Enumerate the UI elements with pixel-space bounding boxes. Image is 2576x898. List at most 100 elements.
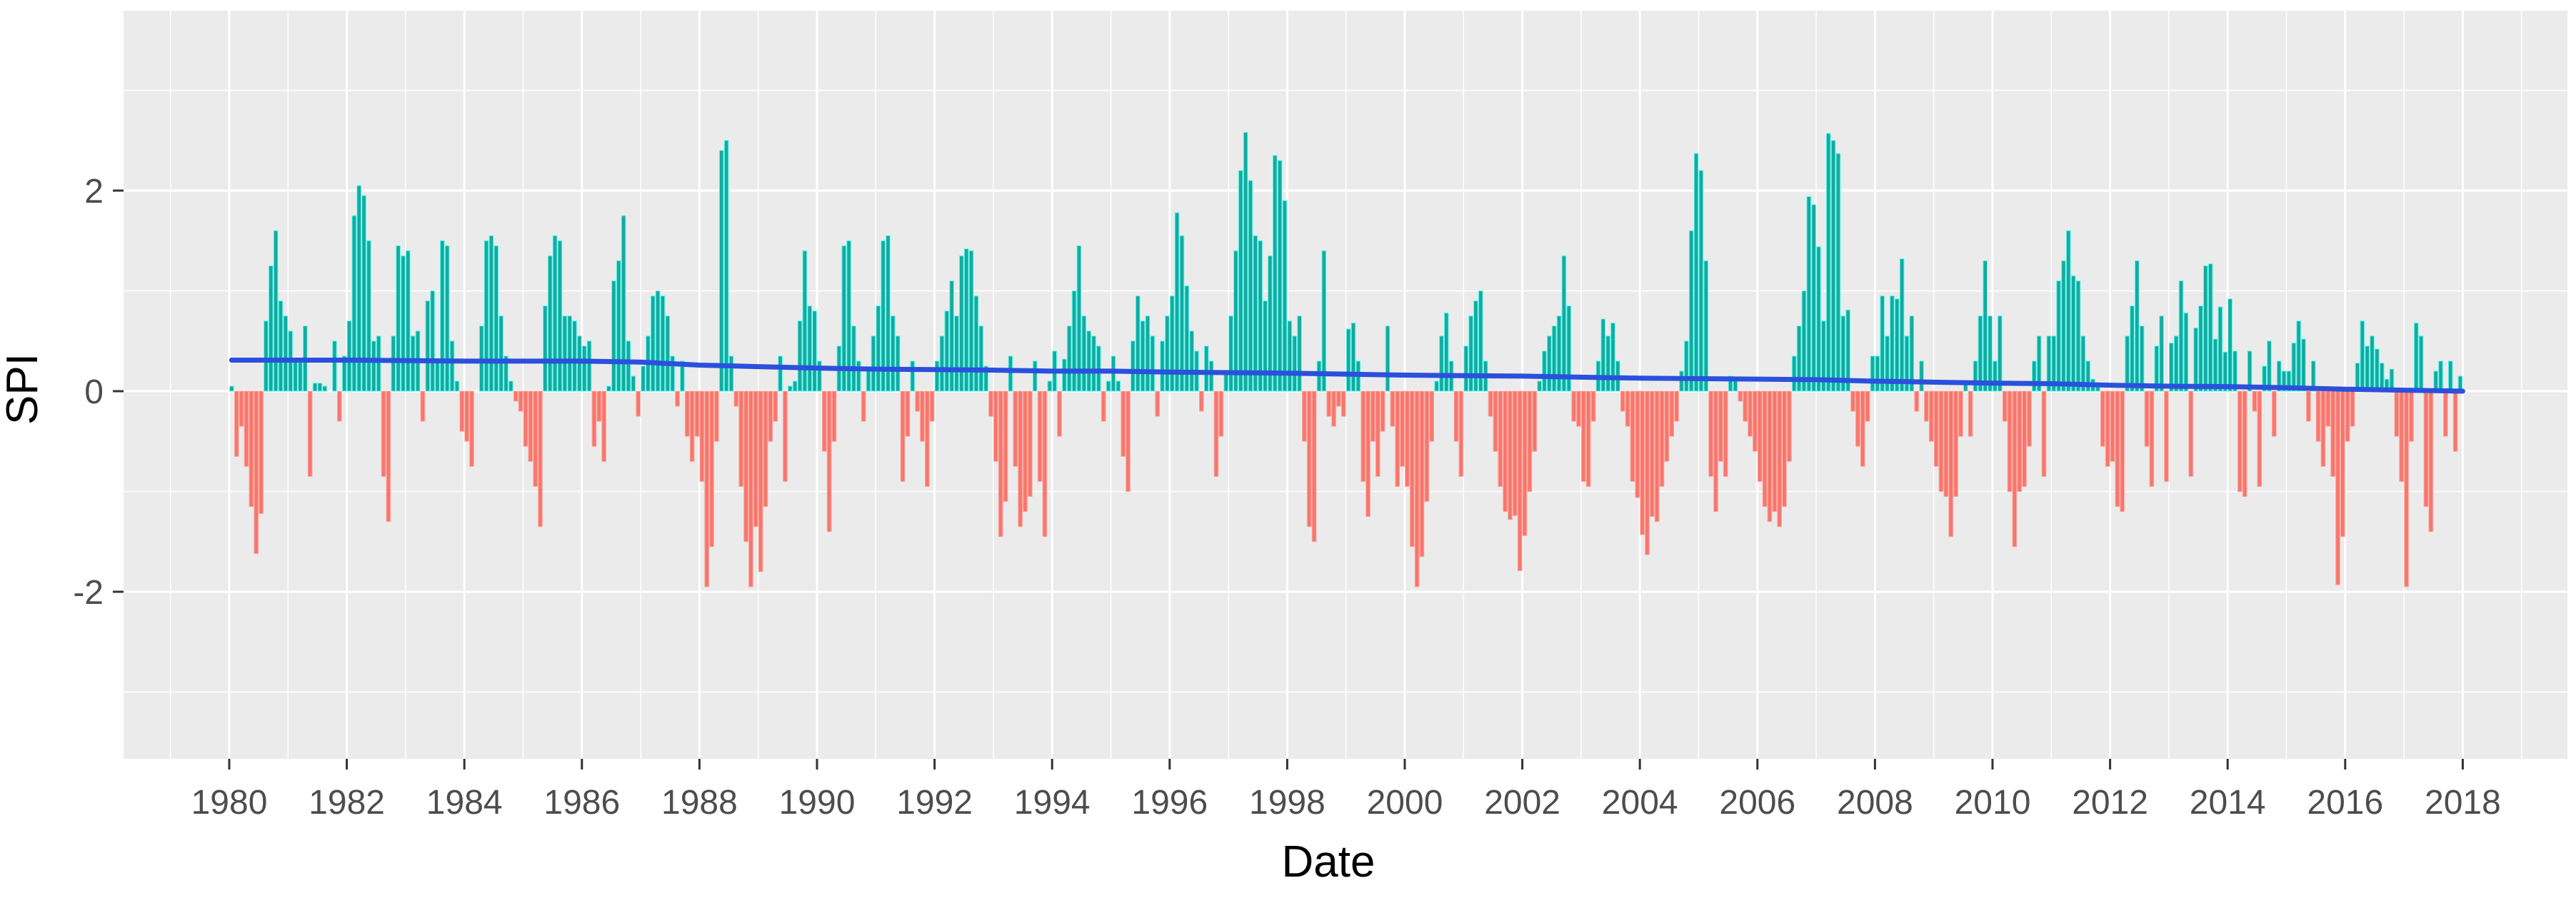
spi-bar — [1131, 340, 1136, 392]
spi-bar — [821, 390, 827, 452]
spi-bar — [738, 390, 743, 487]
spi-bar — [293, 360, 298, 392]
spi-bar — [1091, 336, 1096, 392]
spi-bar — [2365, 345, 2370, 392]
spi-bar — [503, 355, 508, 392]
spi-bar — [1081, 316, 1087, 392]
spi-bar — [322, 385, 328, 392]
spi-bar — [2135, 260, 2140, 392]
spi-bar — [787, 385, 793, 392]
spi-bar — [1561, 255, 1567, 392]
spi-bar — [1830, 140, 1836, 392]
spi-bar — [2340, 390, 2345, 538]
spi-bar — [2198, 306, 2203, 392]
spi-bar — [2375, 348, 2380, 392]
spi-bar — [2242, 390, 2247, 498]
spi-bar — [1336, 390, 1341, 407]
spi-bar — [1414, 390, 1420, 587]
spi-bar — [1801, 291, 1807, 392]
y-tick-label: 0 — [84, 373, 104, 411]
spi-bar — [1860, 390, 1865, 467]
spi-bar — [718, 150, 724, 392]
spi-bar — [856, 360, 861, 392]
spi-bar — [2301, 338, 2306, 392]
spi-bar — [876, 306, 881, 392]
spi-bar — [1693, 153, 1699, 392]
spi-bar — [723, 140, 729, 392]
spi-bar — [1468, 316, 1473, 392]
spi-bar — [2267, 340, 2272, 392]
spi-bar — [1875, 355, 1880, 392]
spi-bar — [1419, 390, 1425, 558]
spi-bar — [2105, 390, 2110, 467]
spi-bar — [234, 390, 239, 457]
spi-bar — [2315, 390, 2321, 442]
spi-bar — [572, 321, 577, 392]
spi-bar — [356, 185, 362, 392]
spi-bar — [817, 360, 822, 392]
spi-bar — [2232, 350, 2237, 392]
spi-bar — [2056, 280, 2061, 392]
spi-bar — [493, 245, 499, 392]
spi-bar — [1248, 180, 1253, 392]
spi-bar — [1370, 390, 1375, 442]
spi-bar — [1400, 390, 1405, 467]
spi-bar — [1106, 380, 1111, 392]
spi-bar — [2193, 327, 2198, 392]
spi-bar — [2227, 298, 2232, 392]
spi-bar — [826, 390, 832, 533]
spi-bar — [547, 255, 553, 392]
spi-bar — [1277, 160, 1283, 392]
spi-bar — [2438, 360, 2443, 392]
spi-bar — [341, 355, 347, 392]
spi-bar — [366, 240, 371, 392]
spi-bar — [1213, 390, 1219, 477]
spi-bar — [1855, 390, 1860, 447]
spi-bar — [1263, 301, 1268, 392]
spi-bar — [886, 235, 891, 392]
spi-bar — [2360, 321, 2365, 392]
spi-bar — [376, 336, 381, 392]
spi-bar — [2203, 265, 2208, 392]
spi-bar — [968, 250, 974, 392]
spi-bar — [763, 390, 768, 508]
spi-bar — [1238, 170, 1243, 392]
spi-bar — [694, 390, 700, 437]
spi-bar — [684, 390, 690, 437]
spi-bar — [1835, 153, 1841, 392]
spi-bar — [778, 355, 783, 392]
spi-bar — [1208, 360, 1214, 392]
spi-bar — [1503, 390, 1508, 513]
spi-bar — [1066, 326, 1072, 392]
spi-bar — [2320, 390, 2326, 467]
spi-bar — [1767, 390, 1773, 523]
y-tick-label: 2 — [84, 173, 104, 211]
spi-bar — [2159, 316, 2164, 392]
spi-bar — [949, 280, 954, 392]
spi-bar — [1566, 306, 1572, 392]
spi-bar — [606, 385, 611, 392]
spi-bar — [1375, 390, 1380, 477]
spi-bar — [1825, 133, 1831, 392]
spi-bar — [1233, 250, 1238, 392]
spi-bar — [983, 365, 988, 392]
spi-bar — [802, 250, 808, 392]
spi-bar — [1791, 355, 1797, 392]
spi-bar — [1292, 336, 1297, 392]
spi-bar — [2379, 363, 2385, 392]
spi-bar — [1243, 132, 1248, 392]
spi-bar — [381, 390, 386, 477]
y-axis-ticks — [113, 189, 124, 593]
spi-bar — [1674, 390, 1679, 422]
spi-bar — [1155, 390, 1160, 417]
spi-bar — [1126, 390, 1131, 492]
spi-bar — [478, 326, 484, 392]
spi-bar — [425, 301, 431, 392]
spi-bar — [2222, 351, 2228, 392]
spi-bar — [298, 360, 303, 392]
spi-bar — [1228, 316, 1233, 392]
spi-bar — [1282, 200, 1288, 392]
spi-bar — [430, 291, 435, 392]
spi-bar — [920, 390, 925, 442]
spi-bar — [2447, 360, 2453, 392]
